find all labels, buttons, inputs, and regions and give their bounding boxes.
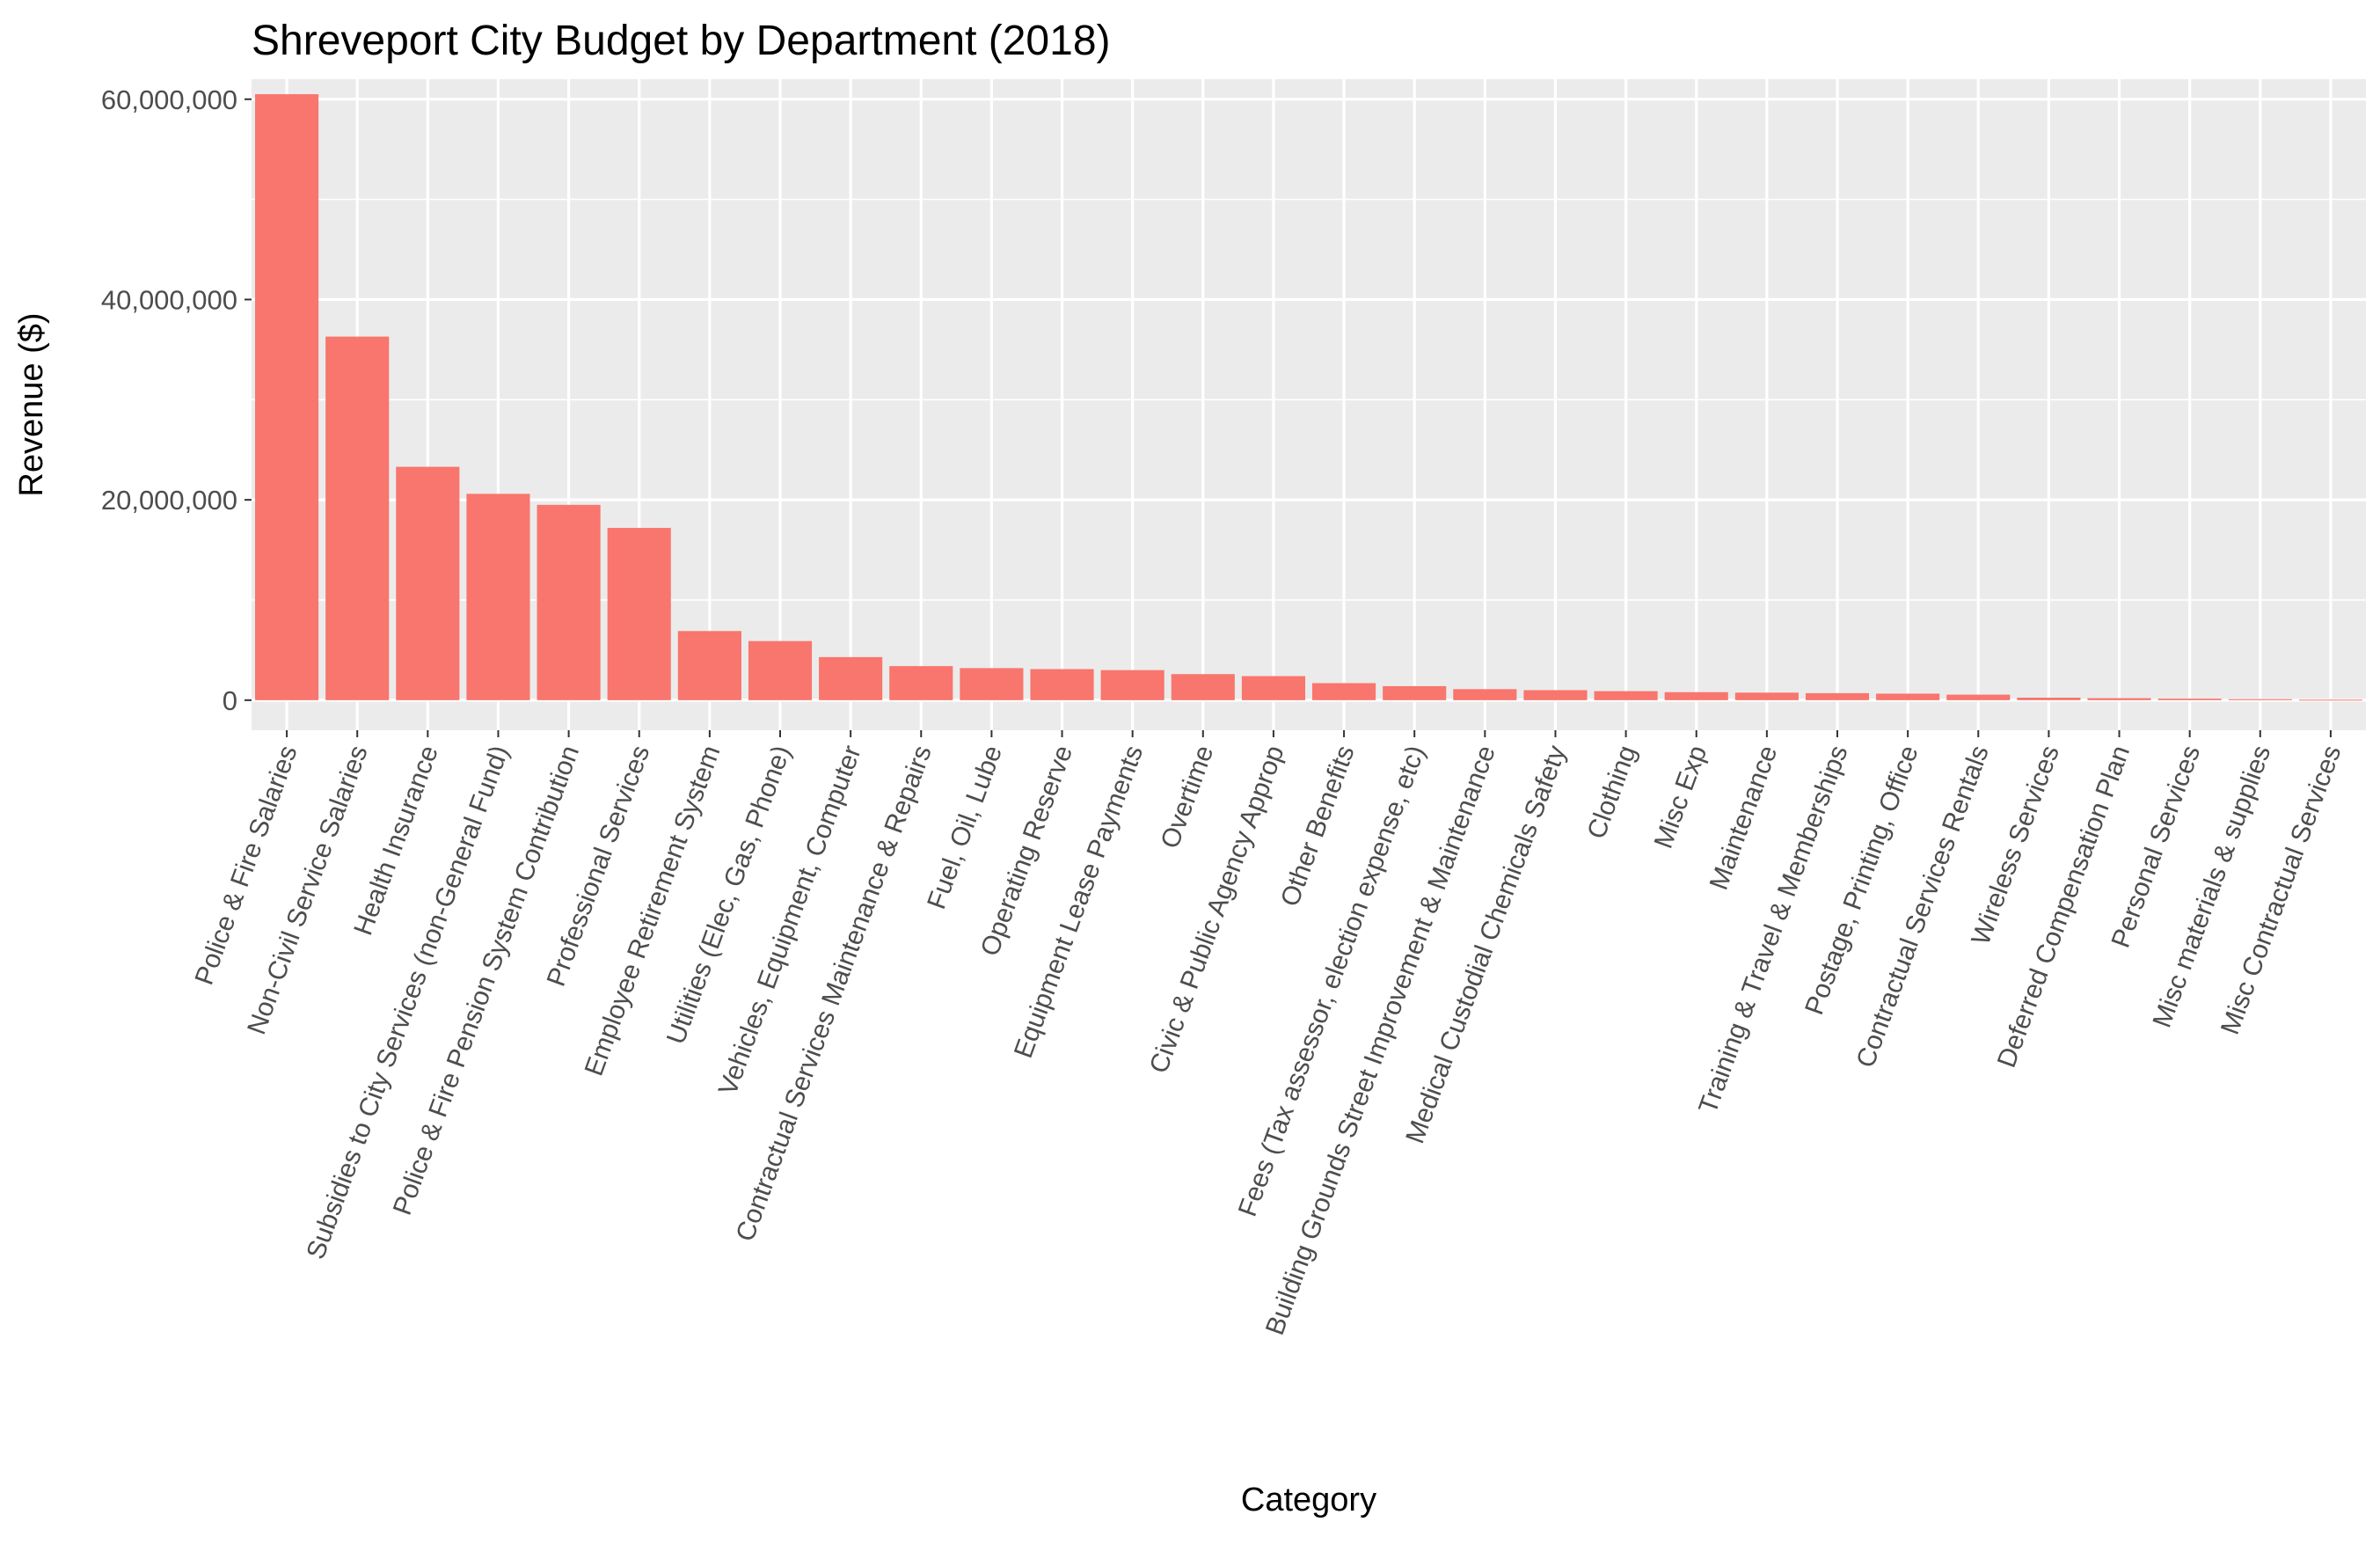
x-tick-label: Vehicles, Equipment, Computer: [713, 742, 867, 1099]
bar: [819, 656, 883, 700]
bar: [1594, 691, 1658, 700]
y-axis: 0 20,000,000 40,000,000 60,000,000: [101, 84, 252, 716]
y-tick-label: 40,000,000: [101, 284, 237, 315]
x-axis-title: Category: [1241, 1482, 1376, 1518]
bar: [1241, 676, 1305, 700]
y-axis-title: Revenue ($): [13, 312, 50, 496]
bar: [1453, 689, 1517, 700]
bar: [2298, 699, 2362, 701]
x-tick-label: Employee Retirement System: [580, 742, 726, 1079]
bar: [1734, 692, 1799, 700]
bar: [748, 640, 813, 700]
y-tick-label: 20,000,000: [101, 485, 237, 516]
bar: [466, 494, 530, 700]
bar: [1664, 692, 1728, 700]
bar: [1312, 683, 1376, 700]
bar: [1523, 690, 1588, 700]
bar: [396, 466, 460, 700]
bar: [1171, 674, 1235, 700]
bar: [1805, 692, 1870, 700]
x-tick-label: Contractual Services Rentals: [1851, 742, 1995, 1072]
y-tick-label: 60,000,000: [101, 84, 237, 115]
bar: [677, 631, 741, 700]
bar: [889, 666, 953, 700]
plot-panel: [252, 79, 2366, 730]
bar: [2087, 698, 2151, 700]
bar: [1030, 669, 1094, 700]
x-tick-label: Equipment Lease Payments: [1009, 742, 1149, 1062]
bar: [1100, 670, 1164, 700]
x-tick-label: Deferred Compensation Plan: [1992, 742, 2135, 1072]
bar: [607, 528, 671, 700]
x-tick-label: Misc Exp: [1649, 742, 1713, 852]
bar: [2228, 699, 2292, 700]
x-tick-label: Fuel, Oil, Lube: [922, 742, 1008, 913]
x-tick-label: Other Benefits: [1275, 742, 1361, 910]
x-tick-label: Civic & Public Agency Approp: [1144, 742, 1290, 1077]
x-tick-label: Overtime: [1156, 742, 1220, 852]
bar: [1383, 685, 1447, 700]
y-tick-label: 0: [223, 685, 237, 716]
bar: [960, 668, 1024, 700]
bar: [1876, 693, 1940, 700]
x-tick-label: Maintenance: [1705, 742, 1784, 894]
bar: [2157, 699, 2222, 700]
bar: [325, 336, 390, 700]
bar: [255, 94, 319, 700]
x-tick-label: Clothing: [1582, 742, 1643, 843]
bar: [2017, 698, 2081, 700]
bar: [537, 504, 601, 700]
bar: [1946, 694, 2011, 700]
bars: [255, 94, 2362, 701]
chart-title: Shreveport City Budget by Department (20…: [252, 18, 1111, 64]
